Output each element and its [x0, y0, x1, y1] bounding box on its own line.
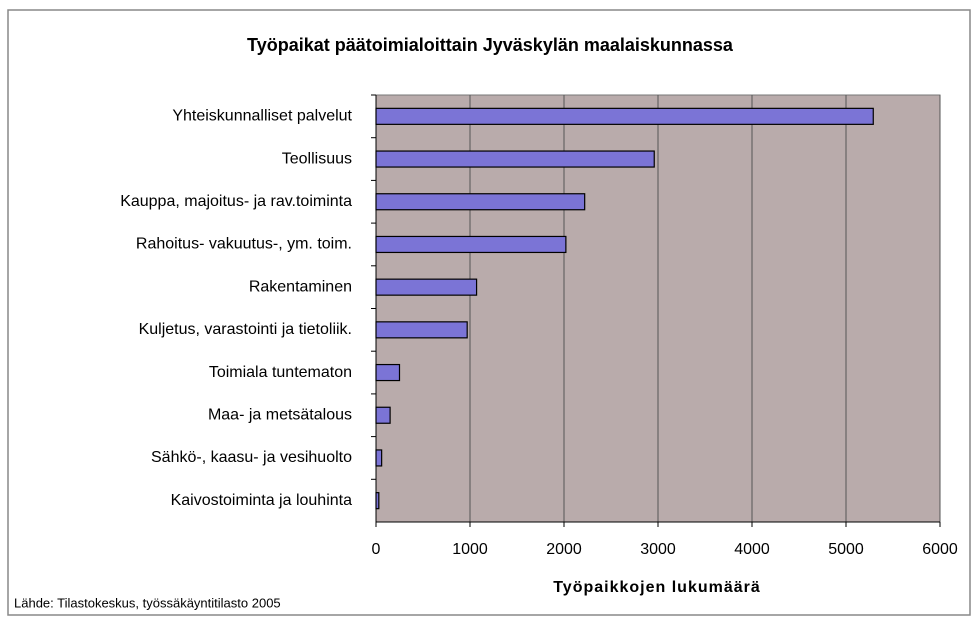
- bar: [375, 278, 478, 296]
- bar: [375, 107, 874, 125]
- x-tick-label: 4000: [734, 541, 770, 558]
- chart-title: Työpaikat päätoimialoittain Jyväskylän m…: [247, 35, 734, 55]
- bar: [375, 363, 401, 382]
- y-tick-label: Rahoitus- vakuutus-, ym. toim.: [136, 236, 352, 253]
- x-tick-label: 1000: [452, 541, 488, 558]
- y-tick-label: Toimiala tuntematon: [209, 364, 352, 381]
- source-note: Lähde: Tilastokeskus, työssäkäyntitilast…: [14, 595, 281, 610]
- bar: [375, 235, 567, 254]
- x-tick-label: 6000: [922, 541, 958, 558]
- y-tick-label: Maa- ja metsätalous: [208, 406, 352, 423]
- bar: [375, 449, 383, 467]
- x-axis-label: Työpaikkojen lukumäärä: [553, 579, 761, 596]
- x-tick-label: 5000: [828, 541, 864, 558]
- bar: [375, 193, 586, 211]
- y-tick-label: Kauppa, majoitus- ja rav.toiminta: [120, 193, 352, 210]
- y-tick-label: Yhteiskunnalliset palvelut: [172, 108, 352, 125]
- y-tick-label: Teollisuus: [282, 150, 352, 167]
- bar: [375, 150, 655, 168]
- bar: [375, 321, 468, 339]
- y-tick-label: Kaivostoiminta ja louhinta: [171, 492, 353, 509]
- bar: [375, 406, 391, 424]
- y-tick-label: Kuljetus, varastointi ja tietoliik.: [139, 321, 352, 338]
- bar: [375, 492, 380, 510]
- x-tick-label: 0: [372, 541, 381, 558]
- y-tick-label: Rakentaminen: [249, 278, 352, 295]
- x-tick-label: 2000: [546, 541, 582, 558]
- x-tick-label: 3000: [640, 541, 676, 558]
- y-tick-label: Sähkö-, kaasu- ja vesihuolto: [151, 449, 352, 466]
